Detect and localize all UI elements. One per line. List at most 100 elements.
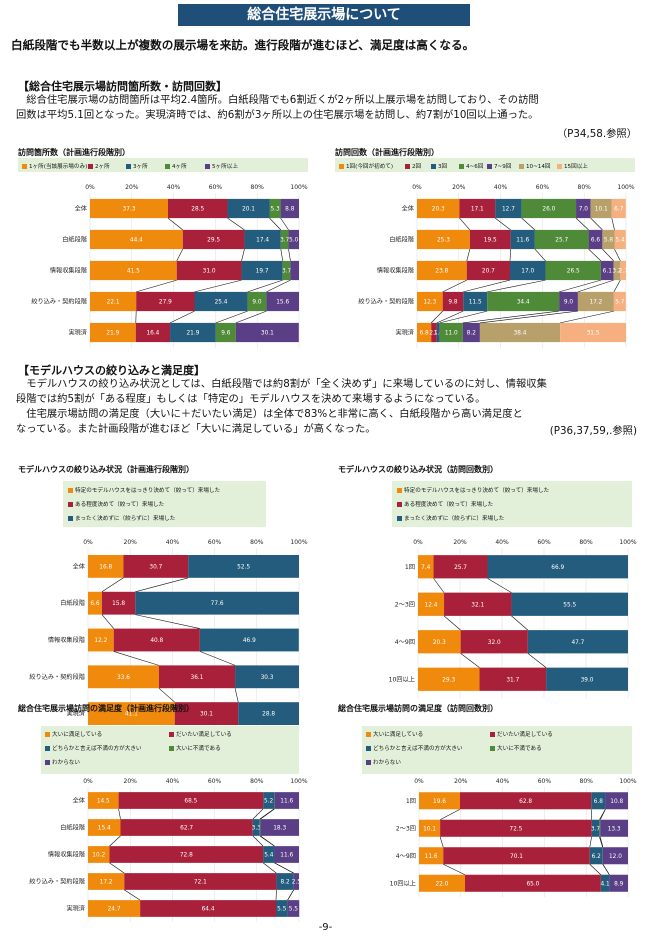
legend-swatch — [68, 488, 73, 493]
bar-segment — [170, 322, 216, 343]
chart-plot: 0% 20% 40% 60% 80% 100% 全体 16.8 30.7 52.5 白紙段階 6.6 1… — [29, 539, 308, 732]
bar-segment — [124, 873, 277, 890]
bar-segment — [417, 229, 470, 250]
bar-segment — [123, 554, 189, 578]
connector-line — [136, 279, 177, 293]
bar-segment — [199, 628, 299, 652]
x-tick-label: 0% — [413, 539, 423, 546]
paragraph-line: 住宅展示場訪問の満足度（大いに＋だいたい満足）は全体で83%と非常に高く、白紙段… — [16, 408, 523, 420]
data-label: 26.0 — [542, 207, 555, 213]
section-paragraph: モデルハウスの絞り込み状況としては、白紙段階では約8割が「全く決めず」に来場して… — [16, 377, 547, 437]
bar-segment — [136, 291, 195, 312]
data-label: 17.1 — [471, 207, 484, 213]
data-label: 6.8 — [419, 331, 429, 337]
data-label: 5.5 — [277, 907, 287, 913]
bar-segment — [188, 554, 299, 578]
legend-item: ある程度決めて（絞って）来場した — [397, 500, 493, 508]
x-tick-label: 80% — [579, 539, 593, 546]
category-label: 4〜9回 — [395, 639, 415, 646]
bar-segment — [599, 819, 601, 837]
data-label: 30.7 — [149, 564, 162, 570]
chart-plot: 0% 20% 40% 60% 80% 100% 全体 20.3 17.1 12.7 26.0 7.0 1… — [358, 184, 635, 348]
data-label: 15.4 — [98, 826, 111, 832]
legend-label: わからない — [52, 760, 80, 766]
bar-segment — [419, 792, 460, 810]
x-tick-label: 40% — [167, 184, 181, 191]
data-label: 6.8 — [594, 799, 604, 805]
connector-line — [439, 836, 444, 848]
x-tick-label: 80% — [251, 184, 265, 191]
bar-segment — [588, 229, 603, 250]
connector-line — [118, 808, 121, 820]
data-label: 20.3 — [432, 207, 445, 213]
data-label: 12.2 — [94, 638, 107, 644]
data-label: 25.7 — [555, 238, 568, 244]
x-tick-label: 40% — [166, 778, 180, 785]
data-label: 16.4 — [146, 331, 159, 337]
bar-segment — [521, 198, 577, 219]
bar-segment — [88, 591, 102, 615]
x-tick-label: 0% — [414, 778, 424, 785]
data-label: 39.0 — [581, 677, 594, 683]
bar-segment — [418, 592, 445, 616]
x-tick-label: 60% — [537, 539, 551, 546]
bar-segment — [238, 702, 299, 726]
connector-line — [247, 279, 283, 293]
bar-segment — [88, 873, 125, 890]
data-label: 25.3 — [437, 238, 450, 244]
data-label: 22.1 — [107, 300, 120, 306]
data-label: 11.6 — [280, 799, 293, 805]
bar-segment — [510, 260, 546, 281]
legend-swatch — [487, 164, 492, 169]
data-label: 46.9 — [243, 638, 256, 644]
bar-segment — [433, 555, 488, 579]
connector-line — [614, 248, 621, 262]
bar-segment — [463, 291, 488, 312]
legend-item: 7~9回 — [487, 162, 511, 170]
connector-line — [521, 217, 536, 231]
data-label: 14.5 — [97, 799, 110, 805]
data-label: 72.1 — [194, 880, 207, 886]
legend-label: 2ヶ所 — [95, 164, 110, 170]
connector-line — [602, 864, 610, 875]
bar-segment — [464, 874, 601, 892]
category-label: 1回 — [406, 798, 416, 805]
connector-line — [460, 653, 480, 668]
bar-segment — [88, 554, 124, 578]
category-label: 情報収集段階 — [50, 267, 87, 275]
legend-label: だいたい満足している — [176, 732, 232, 738]
data-label: 32.1 — [471, 602, 484, 608]
bar-segment — [591, 792, 606, 810]
bar-segment — [287, 900, 300, 917]
data-label: 15.8 — [112, 601, 125, 607]
legend-item: 5ヶ所以上 — [205, 162, 238, 170]
legend-item: わからない — [366, 758, 401, 766]
data-label: 10.1 — [595, 207, 608, 213]
legend-swatch — [366, 732, 371, 737]
legend-label: わからない — [373, 760, 401, 766]
bar-segment — [88, 900, 141, 917]
bar-segment — [419, 847, 444, 865]
data-label: 3.3 — [252, 826, 262, 832]
x-tick-label: 40% — [496, 778, 510, 785]
bar-segment — [511, 592, 628, 616]
bar-segment — [247, 291, 267, 312]
connector-line — [241, 249, 245, 261]
legend-swatch — [339, 164, 344, 169]
connector-line — [274, 862, 294, 874]
bar-segment — [510, 229, 535, 250]
legend-swatch — [88, 164, 93, 169]
data-label: 19.6 — [433, 799, 446, 805]
category-label: 10回以上 — [390, 879, 416, 887]
legend-item: ある程度決めて（絞って）来場した — [68, 500, 164, 508]
legend-item: 4ヶ所 — [165, 162, 187, 170]
data-label: 10.1 — [423, 826, 436, 832]
connector-line — [534, 248, 546, 262]
chart-legend: 大いに満足している だいたい満足している どちらかと言えば不満の方が大きい 大いに不満… — [362, 726, 632, 774]
data-label: 5.8 — [604, 238, 614, 244]
bar-segment — [559, 291, 578, 312]
data-label: 77.6 — [211, 601, 224, 607]
data-label: 25.7 — [454, 565, 467, 571]
connector-line — [169, 310, 195, 324]
legend-swatch — [45, 760, 50, 765]
